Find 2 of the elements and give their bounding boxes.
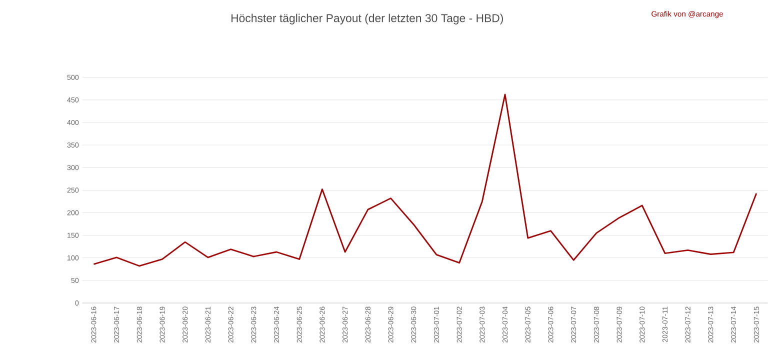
line-series [92, 94, 758, 267]
chart-title: Höchster täglicher Payout (der letzten 30 Tage - HBD) [232, 14, 503, 24]
